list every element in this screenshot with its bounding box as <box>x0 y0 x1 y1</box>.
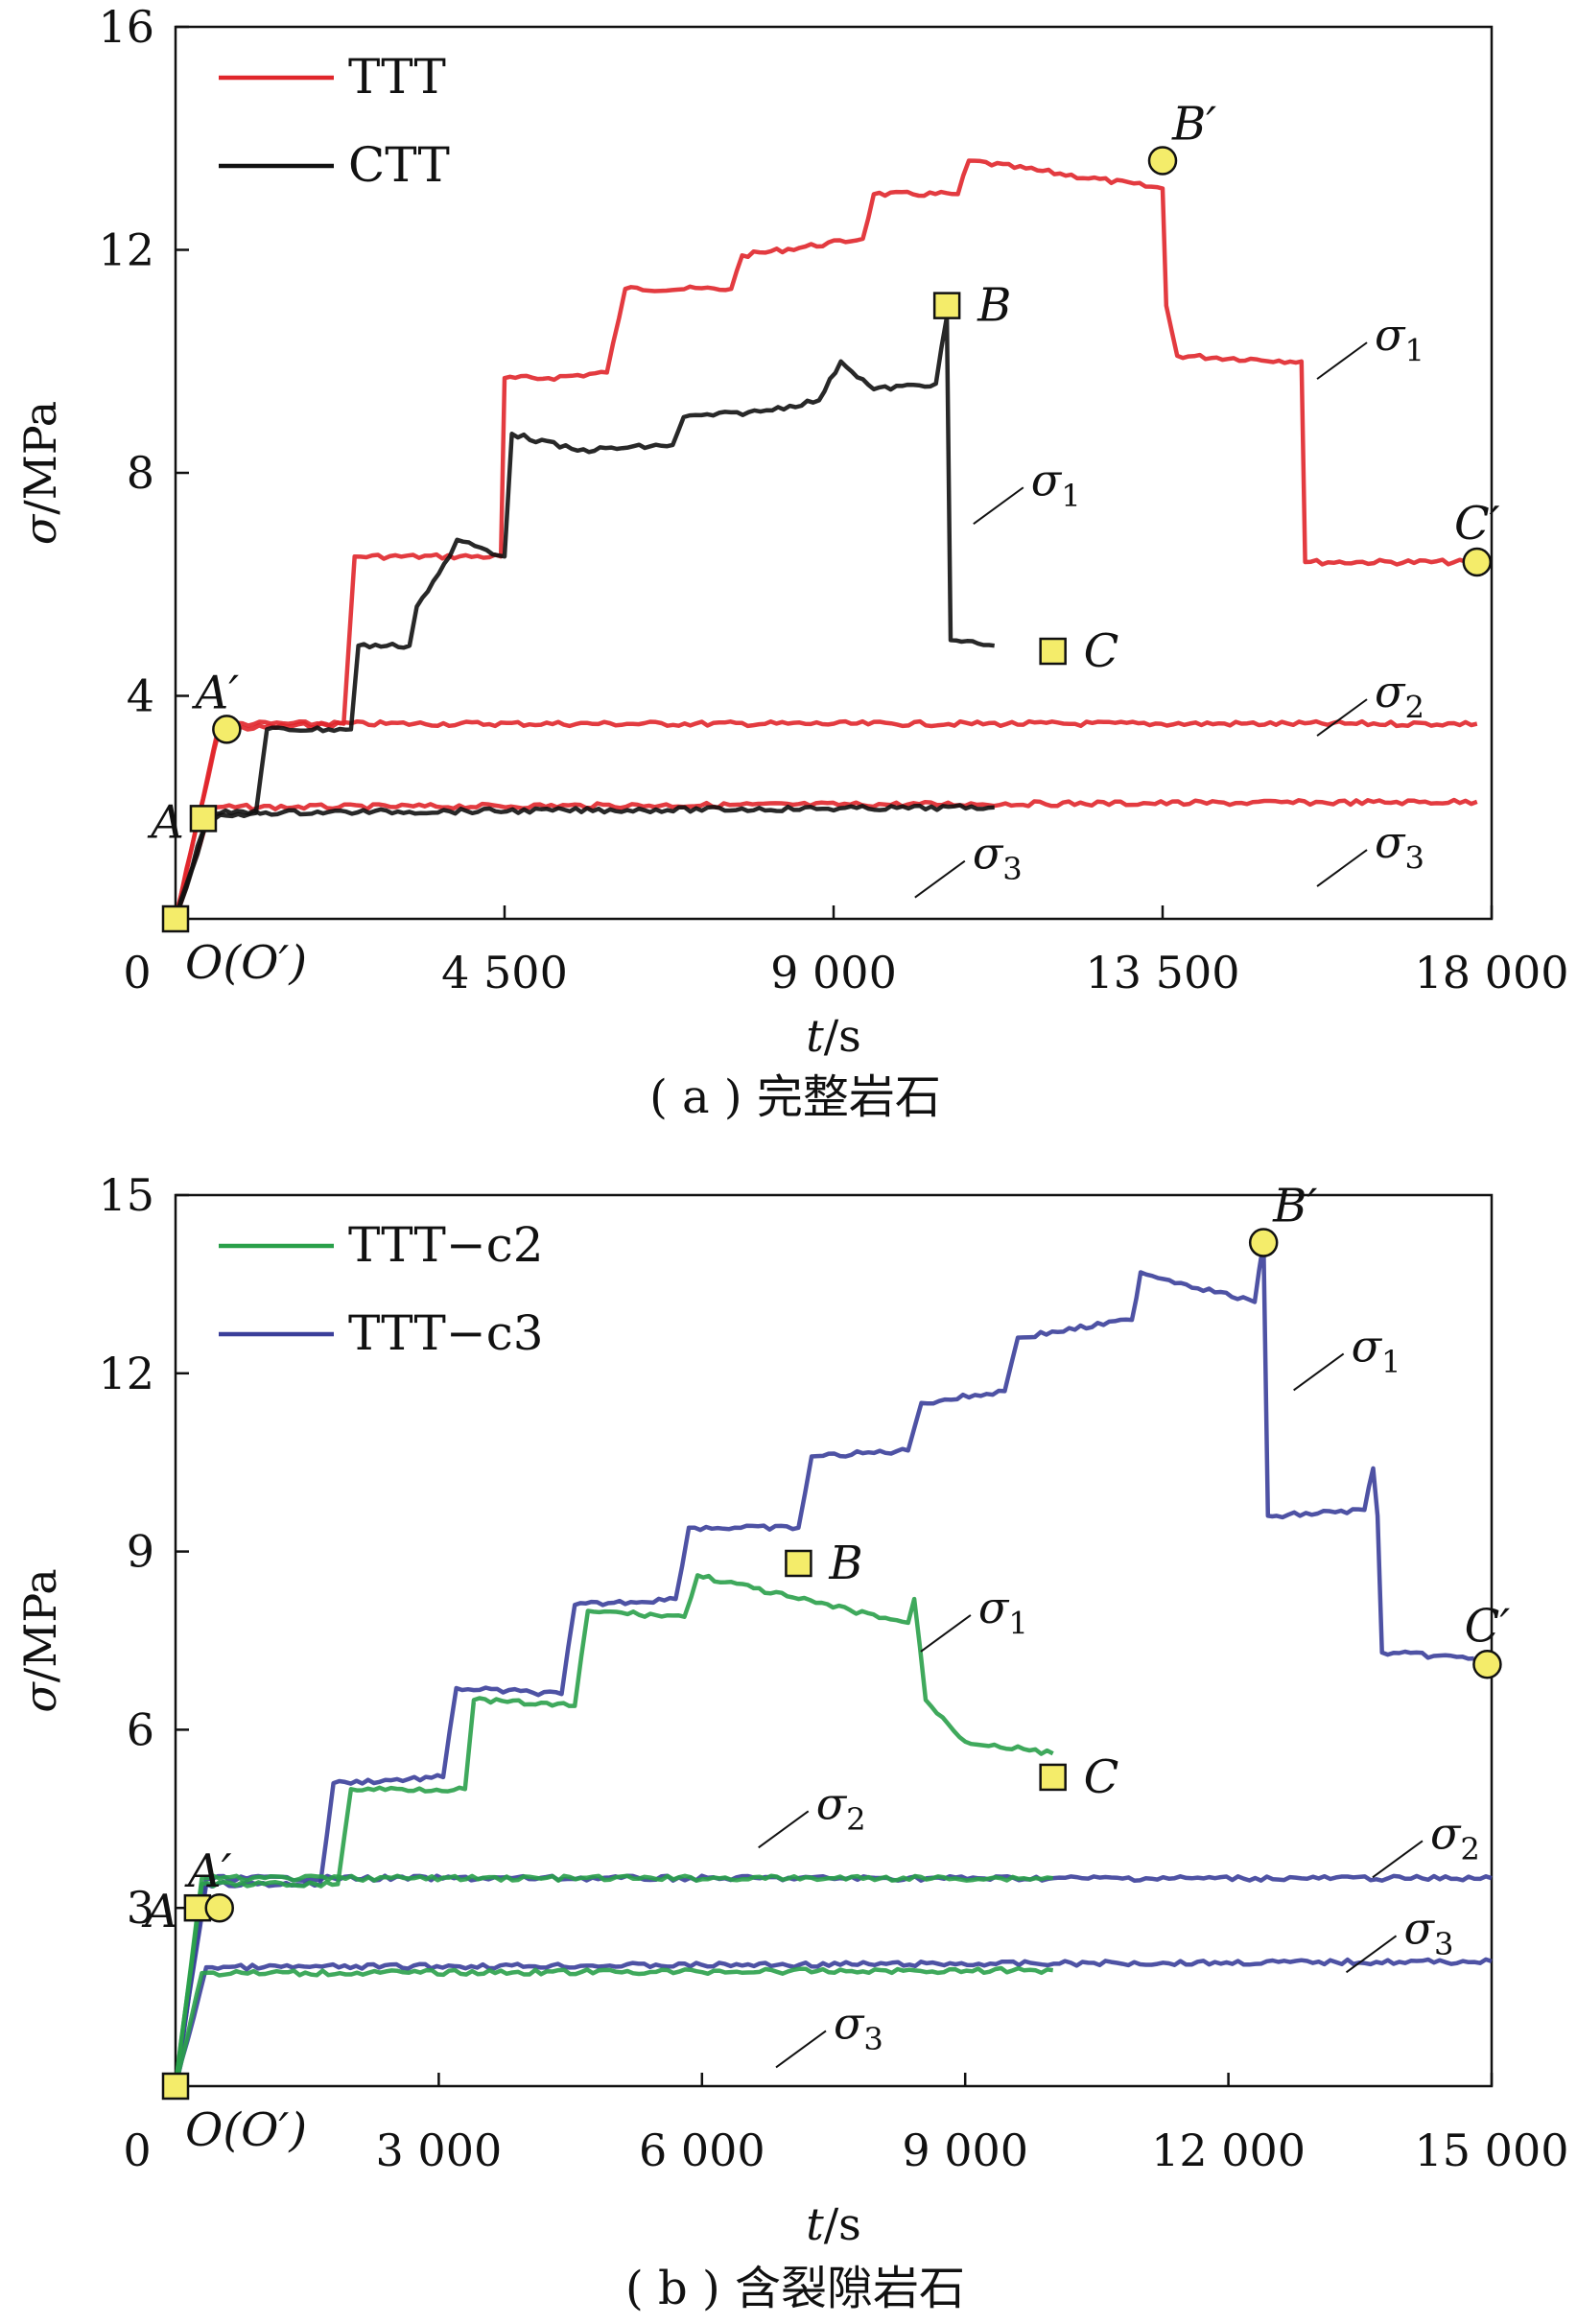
annotation-leader <box>973 486 1024 526</box>
annotation-leader <box>1345 1935 1398 1974</box>
annotation-label: σ2 <box>1375 666 1424 726</box>
y-tick-label: 6 <box>127 1703 154 1755</box>
y-tick-label: 4 <box>127 670 154 722</box>
series-line-CTT-σ3 <box>173 803 995 920</box>
annotation-label: σ1 <box>1375 309 1424 369</box>
marker-label: C′ <box>1465 1599 1511 1653</box>
series-line-TTT−c3-σ1 <box>173 1240 1474 2087</box>
figure-caption: ( a ) 完整岩石 <box>649 1070 941 1124</box>
y-axis-label: σ/MPa <box>14 401 66 545</box>
marker-square <box>1039 1763 1067 1792</box>
marker-circle <box>212 715 242 744</box>
x-tick-label: 3 000 <box>376 2124 503 2176</box>
annotation-leader <box>1316 849 1368 887</box>
y-tick-label: 12 <box>98 224 154 276</box>
y-tick-label: 8 <box>127 447 154 499</box>
marker-label: B′ <box>1272 1180 1317 1233</box>
marker-square <box>189 805 218 833</box>
series-line-CTT-σ1 <box>173 315 995 920</box>
legend-label: TTT <box>348 49 446 105</box>
y-tick-label: 9 <box>127 1526 154 1578</box>
marker-square <box>161 2072 190 2101</box>
marker-label: A <box>147 795 184 849</box>
marker-label: A′ <box>192 666 240 719</box>
x-tick-label: 13 500 <box>1086 947 1240 998</box>
marker-label: B <box>828 1537 862 1590</box>
x-tick-label: 9 000 <box>770 947 897 998</box>
x-axis-label: t/s <box>806 2198 861 2250</box>
annotation-label: σ1 <box>1031 454 1081 514</box>
legend-label: CTT <box>348 137 450 193</box>
chart-panel-b: 3 000 6 000 9 000 12 000 15 000 3 6 9 12 15 0 t/s σ/… <box>14 1169 1568 2315</box>
y-tick-label: 12 <box>98 1348 154 1399</box>
marker-label: O(O′) <box>185 936 307 990</box>
marker-square <box>183 1893 212 1922</box>
annotation-label: σ3 <box>834 1997 883 2057</box>
annotation-label: σ1 <box>1352 1320 1401 1380</box>
series-line-TTT−c2-σ2 <box>173 1873 1053 2087</box>
annotation-leader <box>758 1810 810 1849</box>
marker-label: O(O′) <box>185 2103 307 2157</box>
legend-label: TTT−c2 <box>348 1217 544 1273</box>
series-line-TTT−c3-σ3 <box>173 1957 1493 2087</box>
annotation-label: σ3 <box>973 828 1023 888</box>
x-tick-label: 15 000 <box>1415 2124 1569 2176</box>
annotation-label: σ3 <box>1375 816 1424 877</box>
series-line-TTT−c3-σ2 <box>173 1873 1493 2087</box>
annotation-leader <box>1293 1352 1345 1392</box>
y-tick-label: 16 <box>98 1 154 53</box>
x-tick-label: 4 500 <box>441 947 568 998</box>
marker-circle <box>1462 547 1493 577</box>
annotation-leader <box>920 1614 972 1653</box>
annotation-label: σ2 <box>1430 1807 1480 1867</box>
annotation-leader <box>1316 341 1368 380</box>
annotation-label: σ3 <box>1404 1902 1454 1962</box>
marker-square <box>161 904 190 933</box>
y-tick-label: 3 <box>127 1882 154 1934</box>
marker-label: C <box>1084 1750 1119 1804</box>
series-line-TTT−c2-σ3 <box>173 1965 1053 2087</box>
marker-circle <box>1472 1650 1502 1679</box>
marker-square <box>785 1549 812 1578</box>
annotation-leader <box>1316 698 1368 737</box>
origin-tick-label: 0 <box>123 947 151 998</box>
marker-circle <box>204 1892 234 1923</box>
marker-label: B′ <box>1171 98 1216 152</box>
chart-panel-a: 4 500 9 000 13 500 18 000 4 8 12 16 0 t/s σ/MPa ( a… <box>14 1 1568 1124</box>
x-tick-label: 9 000 <box>902 2124 1028 2176</box>
series-line-TTT-σ1 <box>173 158 1478 920</box>
marker-circle <box>1147 146 1178 176</box>
marker-square <box>1039 637 1067 666</box>
annotation-label: σ2 <box>816 1777 866 1838</box>
marker-circle <box>1248 1228 1279 1257</box>
annotation-label: σ1 <box>978 1582 1028 1642</box>
marker-label: C <box>1084 624 1119 678</box>
x-tick-label: 6 000 <box>639 2124 765 2176</box>
x-tick-label: 18 000 <box>1415 947 1569 998</box>
annotation-leader <box>914 859 966 899</box>
figure-caption: ( b ) 含裂隙岩石 <box>625 2262 965 2315</box>
y-axis-label: σ/MPa <box>14 1568 66 1712</box>
legend-label: TTT−c3 <box>348 1305 544 1361</box>
series-line-TTT−c2-σ1 <box>173 1573 1054 2087</box>
y-tick-label: 15 <box>98 1169 154 1221</box>
x-tick-label: 12 000 <box>1151 2124 1306 2176</box>
series-line-TTT-σ3 <box>173 797 1478 920</box>
marker-label: A′ <box>184 1844 232 1898</box>
plot-frame <box>174 1193 1494 2088</box>
origin-tick-label: 0 <box>123 2124 151 2176</box>
marker-label: C′ <box>1454 497 1500 551</box>
series-line-TTT-σ2 <box>173 718 1478 920</box>
x-axis-label: t/s <box>806 1010 861 1062</box>
marker-label: A <box>141 1885 178 1938</box>
marker-square <box>932 292 961 319</box>
annotation-leader <box>1372 1840 1424 1879</box>
marker-label: B <box>977 279 1011 333</box>
annotation-leader <box>775 2030 827 2069</box>
